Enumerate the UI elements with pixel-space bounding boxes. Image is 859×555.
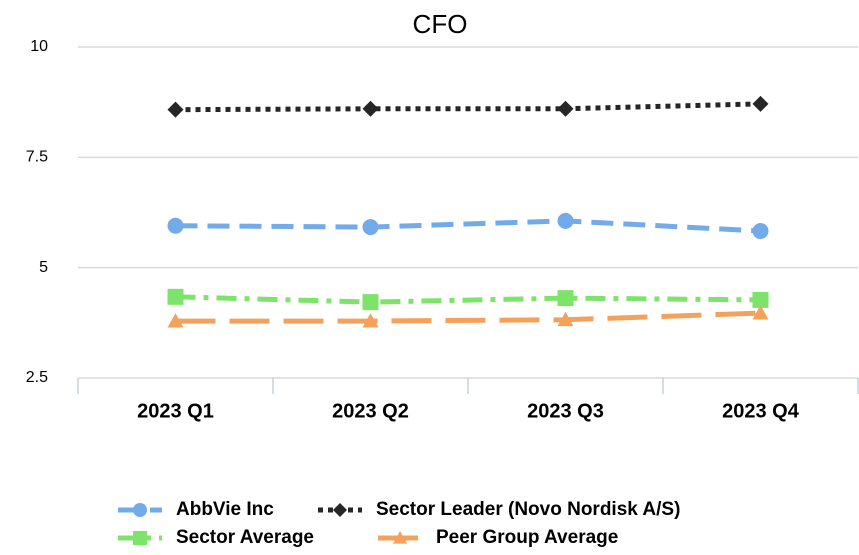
data-point bbox=[167, 101, 184, 118]
data-point bbox=[752, 223, 769, 240]
data-point bbox=[167, 313, 184, 328]
data-point bbox=[557, 311, 574, 327]
legend-label: Sector Average bbox=[176, 527, 314, 548]
series-line bbox=[175, 310, 761, 324]
data-point bbox=[362, 313, 379, 328]
chart-title: CFO bbox=[413, 9, 468, 39]
data-point bbox=[362, 100, 379, 117]
x-tick-label: 2023 Q1 bbox=[137, 400, 214, 422]
y-tick-label: 2.5 bbox=[26, 369, 48, 386]
x-tick-label: 2023 Q3 bbox=[527, 400, 604, 422]
series-line bbox=[175, 218, 761, 234]
legend-label: Sector Leader (Novo Nordisk A/S) bbox=[376, 499, 680, 520]
data-point bbox=[557, 212, 574, 229]
y-tick-label: 5 bbox=[39, 259, 48, 276]
series-line bbox=[175, 294, 761, 305]
data-point bbox=[167, 288, 184, 305]
y-tick-label: 10 bbox=[30, 38, 48, 55]
legend-marker bbox=[133, 503, 147, 517]
data-point bbox=[362, 219, 379, 236]
x-tick-label: 2023 Q4 bbox=[722, 400, 800, 422]
series-line bbox=[175, 101, 761, 113]
data-point bbox=[557, 290, 574, 307]
data-point bbox=[752, 291, 769, 308]
data-point bbox=[752, 305, 769, 320]
legend-marker bbox=[393, 531, 407, 544]
legend-marker bbox=[333, 503, 347, 517]
legend-label: AbbVie Inc bbox=[176, 499, 274, 520]
data-point bbox=[167, 217, 184, 234]
data-point bbox=[362, 294, 379, 311]
data-point bbox=[557, 100, 574, 117]
legend-marker bbox=[133, 531, 147, 545]
y-tick-label: 7.5 bbox=[26, 149, 48, 166]
x-tick-label: 2023 Q2 bbox=[332, 400, 409, 422]
data-point bbox=[752, 95, 769, 112]
legend-label: Peer Group Average bbox=[436, 527, 618, 548]
